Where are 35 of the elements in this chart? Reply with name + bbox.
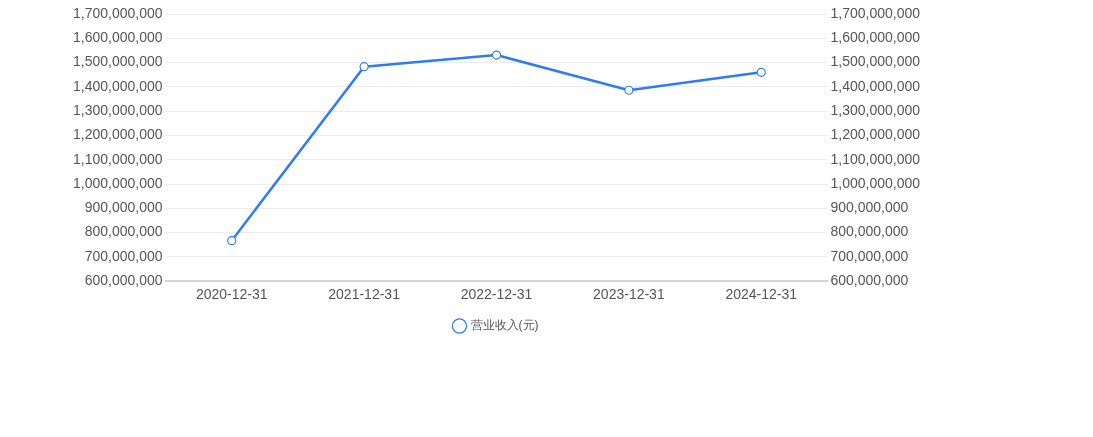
legend-label: 营业收入(元) xyxy=(470,318,539,333)
point xyxy=(624,85,634,95)
y2-tick-label: 800,000,000 xyxy=(830,223,909,240)
y-tick-label: 1,600,000,000 xyxy=(73,29,163,46)
y2-tick-label: 1,200,000,000 xyxy=(830,126,921,143)
y2-tick-label: 1,100,000,000 xyxy=(830,150,921,167)
y-tick-label: 900,000,000 xyxy=(84,199,163,216)
y-tick-label: 1,200,000,000 xyxy=(73,126,163,143)
y-tick-label: 1,700,000,000 xyxy=(73,4,163,21)
y2-tick-label: 700,000,000 xyxy=(830,247,909,264)
y2-tick-label: 900,000,000 xyxy=(830,199,909,216)
x-tick-label: 2024-12-31 xyxy=(725,286,798,303)
y-tick-label: 700,000,000 xyxy=(84,247,163,264)
x-tick-label: 2023-12-31 xyxy=(593,286,665,303)
y-tick-label: 600,000,000 xyxy=(84,272,163,289)
point xyxy=(359,62,369,72)
x-tick-label: 2021-12-31 xyxy=(328,286,401,303)
y2-tick-label: 1,400,000,000 xyxy=(830,77,921,94)
y2-tick-label: 1,000,000,000 xyxy=(830,174,921,191)
y-tick-label: 1,300,000,000 xyxy=(73,102,163,119)
y-tick-label: 1,500,000,000 xyxy=(73,53,163,70)
y-tick-label: 1,400,000,000 xyxy=(73,77,163,94)
y2-tick-label: 1,700,000,000 xyxy=(830,4,921,21)
y-tick-label: 1,100,000,000 xyxy=(73,150,163,167)
y2-tick-label: 1,600,000,000 xyxy=(830,29,921,46)
point xyxy=(756,67,766,77)
x-tick-label: 2020-12-31 xyxy=(195,286,268,303)
point xyxy=(491,50,502,60)
x-tick-label: 2022-12-31 xyxy=(460,286,533,303)
y2-tick-label: 600,000,000 xyxy=(830,272,909,289)
point xyxy=(227,236,237,246)
y-tick-label: 1,000,000,000 xyxy=(73,174,163,191)
y2-tick-label: 1,500,000,000 xyxy=(830,53,921,70)
y-tick-label: 800,000,000 xyxy=(84,223,163,240)
y2-tick-label: 1,300,000,000 xyxy=(830,102,921,119)
